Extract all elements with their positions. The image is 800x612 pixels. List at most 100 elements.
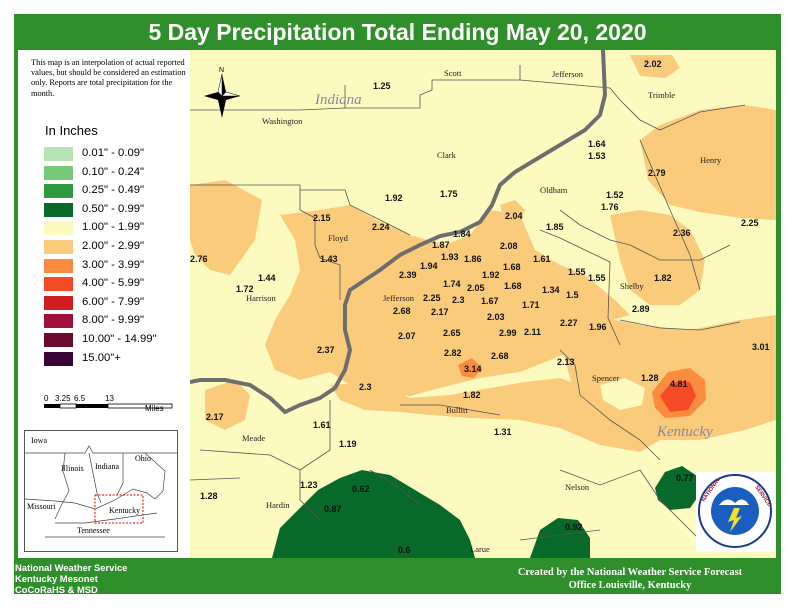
- county-meade: Meade: [242, 433, 265, 443]
- legend-swatch: [44, 147, 73, 161]
- zone-4-inch: [660, 382, 696, 412]
- county-washington: Washington: [262, 116, 303, 126]
- obs-value: 1.96: [589, 322, 607, 332]
- footer-credit-line: Office Louisville, Kentucky: [568, 580, 692, 591]
- county-harrison: Harrison: [246, 293, 276, 303]
- obs-value: 1.67: [481, 296, 499, 306]
- obs-value: 1.75: [440, 189, 458, 199]
- scale-unit: Miles: [145, 404, 164, 413]
- legend-label: 1.00" - 1.99": [82, 221, 145, 234]
- obs-value: 1.43: [320, 254, 338, 264]
- obs-value: 2.17: [206, 412, 224, 422]
- legend-swatch: [44, 277, 73, 292]
- legend-label: 0.25" - 0.49": [82, 184, 145, 197]
- units-label: In Inches: [45, 123, 98, 138]
- obs-value: 2.03: [487, 312, 505, 322]
- obs-value: 1.93: [441, 252, 459, 262]
- obs-value: 1.34: [542, 285, 560, 295]
- obs-value: 0.6: [398, 545, 411, 555]
- obs-value: 0.87: [324, 504, 342, 514]
- obs-value: 1.68: [504, 281, 522, 291]
- state-label-indiana: Indiana: [314, 92, 362, 108]
- legend-label: 0.50" - 0.99": [82, 202, 145, 215]
- precipitation-map: N Indiana Kentucky Scott Jefferson Trimb…: [190, 50, 776, 558]
- legend-label: 2.00" - 2.99": [82, 240, 145, 252]
- scale-tick-1: 3.25: [55, 394, 71, 403]
- obs-value: 1.68: [503, 262, 521, 272]
- obs-value: 1.5: [566, 290, 579, 300]
- obs-value: 1.87: [432, 240, 450, 250]
- obs-value: 2.05: [467, 283, 485, 293]
- county-scott: Scott: [444, 68, 462, 78]
- obs-value: 1.85: [546, 222, 564, 232]
- obs-value: 1.76: [601, 202, 619, 212]
- county-bullitt: Bullitt: [446, 405, 468, 415]
- obs-value: 2.79: [648, 168, 666, 178]
- obs-value: 1.19: [339, 439, 357, 449]
- obs-value: 3.01: [752, 342, 770, 352]
- obs-value: 2.13: [557, 357, 575, 367]
- footer-sources: National Weather Service Kentucky Mesone…: [15, 562, 195, 595]
- obs-value: 1.31: [494, 427, 512, 437]
- north-arrow-icon: N: [204, 67, 241, 118]
- inset-label-ohio: Ohio: [135, 454, 151, 463]
- scale-tick-0: 0: [44, 394, 49, 403]
- county-floyd: Floyd: [328, 233, 349, 243]
- obs-value: 2.07: [398, 331, 416, 341]
- map-title: 5 Day Precipitation Total Ending May 20,…: [148, 19, 647, 45]
- county-larue: Larue: [470, 544, 490, 554]
- obs-value: 2.89: [632, 304, 650, 314]
- obs-value: 1.94: [420, 261, 438, 271]
- obs-value: 1.92: [482, 270, 500, 280]
- county-henry: Henry: [700, 155, 722, 165]
- inset-label-missouri: Missouri: [27, 502, 56, 511]
- obs-value: 2.15: [313, 213, 331, 223]
- county-jefferson-ky: Jefferson: [383, 293, 415, 303]
- scale-bar: 0 3.25 6.5 13 Miles: [44, 394, 173, 413]
- obs-value: 2.36: [673, 228, 691, 238]
- obs-value: 1.28: [200, 491, 218, 501]
- obs-value: 1.82: [654, 273, 672, 283]
- obs-value: 2.24: [372, 222, 390, 232]
- obs-value: 1.23: [300, 480, 318, 490]
- obs-value: 1.53: [588, 151, 606, 161]
- obs-value: 1.64: [588, 139, 606, 149]
- obs-value: 1.74: [443, 279, 461, 289]
- disclaimer-note: This map is an interpolation of actual r…: [31, 58, 186, 98]
- obs-value: 1.61: [313, 420, 331, 430]
- inset-label-illinois: Illinois: [61, 464, 84, 473]
- inset-locator-map: Iowa Illinois Indiana Ohio Missouri Kent…: [24, 430, 178, 552]
- legend-swatch: [44, 221, 73, 236]
- state-label-kentucky: Kentucky: [656, 424, 713, 440]
- obs-value: 1.52: [606, 190, 624, 200]
- obs-value: 2.11: [524, 327, 541, 337]
- obs-value: 2.99: [499, 328, 517, 338]
- obs-value: 2.3: [452, 295, 465, 305]
- ohio-river: [190, 50, 608, 415]
- legend-swatch: [44, 240, 73, 254]
- county-oldham: Oldham: [540, 185, 568, 195]
- obs-value: 2.39: [399, 270, 417, 280]
- obs-value: 1.92: [385, 193, 403, 203]
- obs-value: 1.55: [588, 273, 606, 283]
- obs-value: 0.77: [676, 473, 694, 483]
- legend-swatch: [44, 351, 73, 366]
- obs-value: 1.82: [463, 390, 481, 400]
- obs-value: 3.14: [464, 364, 482, 374]
- county-jefferson-in: Jefferson: [552, 69, 584, 79]
- obs-value: 0.62: [352, 484, 370, 494]
- county-nelson: Nelson: [565, 482, 590, 492]
- legend-label: 15.00"+: [82, 351, 121, 364]
- zone-half-inch: [272, 466, 700, 558]
- obs-value: 1.86: [464, 254, 482, 264]
- obs-value: 2.25: [741, 218, 759, 228]
- inset-label-indiana: Indiana: [95, 462, 119, 471]
- north-label: N: [219, 67, 224, 74]
- legend-panel: This map is an interpolation of actual r…: [18, 50, 190, 558]
- nws-logo: NATIONAL SERVICE: [696, 472, 776, 552]
- obs-value: 2.37: [317, 345, 335, 355]
- obs-value: 1.84: [453, 229, 471, 239]
- county-spencer: Spencer: [592, 373, 620, 383]
- footer-credit: Created by the National Weather Service …: [480, 566, 780, 592]
- legend-label: 10.00" - 14.99": [82, 333, 157, 345]
